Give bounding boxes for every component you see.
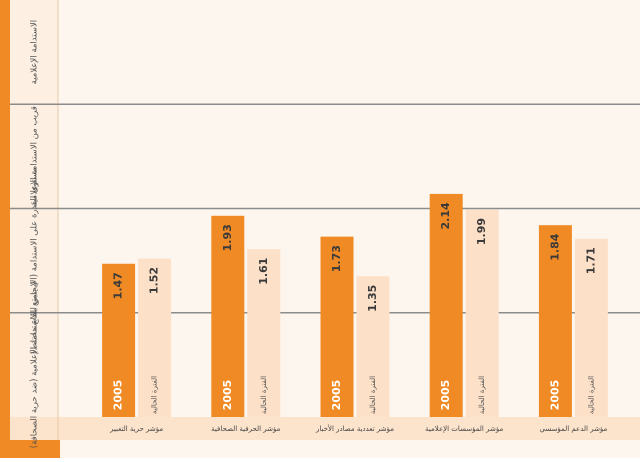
value-label: 1.52 (148, 267, 161, 294)
bar (538, 225, 572, 417)
band-label: مستوى القدرة على الاستدامة (الإيجابي للق… (30, 167, 40, 354)
value-label: 1.84 (548, 233, 561, 260)
bar (102, 263, 136, 417)
series-label: الفترة الحالية (587, 376, 595, 414)
x-tick-label: مؤشر تعددية مصادر الأخبار (315, 424, 394, 433)
value-label: 1.73 (330, 245, 343, 272)
series-label: الفترة الحالية (151, 376, 159, 414)
band-label: الاستدامة الإعلامية (30, 20, 40, 85)
frame-left (0, 0, 10, 458)
series-label: 2005 (330, 380, 343, 411)
series-label: الفترة الحالية (260, 376, 268, 414)
value-label: 1.61 (257, 258, 270, 285)
bar (465, 209, 499, 417)
series-label: 2005 (221, 380, 234, 411)
bar (356, 276, 390, 417)
frame-bottom (0, 440, 60, 458)
series-label: 2005 (112, 380, 125, 411)
category-strip (10, 417, 640, 440)
series-label: الفترة الحالية (478, 376, 486, 414)
x-tick-label: مؤشر الحرفية الصحافية (211, 425, 280, 433)
value-label: 1.71 (584, 247, 597, 274)
series-label: 2005 (439, 380, 452, 411)
band-label: قريب من الاستدامة الإعلامية (30, 106, 40, 206)
value-label: 1.35 (366, 285, 379, 312)
x-tick-label: مؤشر الدعم المؤسسي (539, 425, 607, 433)
x-tick-label: مؤشر حرية التعبير (109, 425, 163, 433)
x-tick-label: مؤشر المؤسسات الإعلامية (425, 425, 503, 433)
band-label: لا يتمتع بالاستدامة الإعلامية (ضد حرية ا… (30, 282, 40, 449)
value-label: 1.93 (221, 224, 234, 251)
bar (320, 236, 354, 417)
series-label: الفترة الحالية (369, 376, 377, 414)
value-label: 2.14 (439, 202, 452, 229)
bar (211, 215, 245, 417)
value-label: 1.99 (475, 218, 488, 245)
bar (574, 238, 608, 417)
band-label-column (10, 0, 58, 440)
bar (138, 258, 172, 417)
series-label: 2005 (548, 380, 561, 411)
value-label: 1.47 (112, 272, 125, 299)
bar (429, 193, 463, 417)
bar (247, 249, 281, 417)
